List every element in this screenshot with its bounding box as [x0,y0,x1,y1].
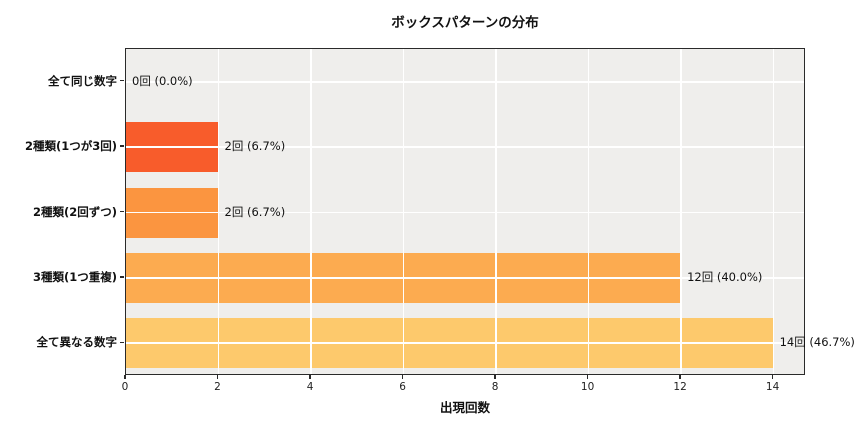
x-tick-mark [586,375,589,379]
gridline-vertical [495,49,497,374]
y-tick-label: 2種類(2回ずつ) [32,204,117,219]
bar-value-label: 2回 (6.7%) [224,139,286,154]
gridline-vertical [402,49,405,374]
gridline-vertical [587,49,590,374]
y-tick-label: 2種類(1つが3回) [24,139,117,154]
gridline-horizontal [126,277,804,279]
gridline-horizontal [126,146,804,148]
gridline-vertical [772,49,775,374]
y-tick-label: 全て同じ数字 [48,73,117,88]
x-tick-mark [216,375,219,379]
x-tick-mark [309,375,311,379]
x-tick-mark [124,375,126,379]
bar-value-label: 2回 (6.7%) [224,204,286,219]
x-tick-label: 14 [765,381,780,393]
y-tick-label: 全て異なる数字 [36,335,118,350]
x-tick-mark [771,375,774,379]
y-tick-mark [120,276,124,278]
x-tick-mark [679,375,681,379]
gridline-vertical [217,49,220,374]
x-tick-label: 4 [306,381,314,393]
y-tick-mark [120,341,124,343]
y-tick-label: 3種類(1つ重複) [32,269,117,284]
x-tick-label: 12 [673,381,687,393]
x-tick-label: 8 [491,381,499,393]
gridline-horizontal [126,342,804,345]
y-tick-mark [120,210,124,213]
bar-value-label: 12回 (40.0%) [687,269,763,284]
x-tick-label: 10 [580,381,595,393]
x-tick-mark [401,375,404,379]
gridline-horizontal [126,211,804,214]
chart-title: ボックスパターンの分布 [391,15,539,31]
x-tick-label: 0 [121,381,129,393]
x-tick-mark [494,375,496,379]
x-axis-label: 出現回数 [439,400,490,415]
x-tick-label: 2 [214,381,221,393]
x-tick-label: 6 [399,381,406,393]
gridline-vertical [310,49,312,374]
bar-value-label: 14回 (46.7%) [779,335,855,350]
y-tick-mark [120,145,124,147]
gridline-horizontal [126,80,804,83]
gridline-vertical [680,49,682,374]
y-tick-mark [120,80,124,82]
bar-value-label: 0回 (0.0%) [132,73,193,88]
plot-area [125,48,805,375]
